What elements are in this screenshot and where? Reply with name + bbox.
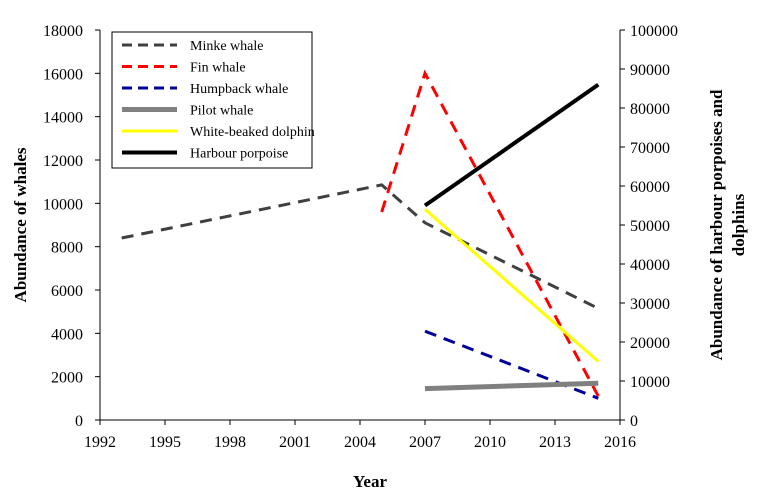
x-tick-label: 1992	[84, 434, 116, 451]
y-left-tick-label: 0	[75, 413, 83, 430]
x-tick-label: 2001	[279, 434, 311, 451]
y-left-tick-label: 14000	[43, 110, 83, 127]
y-right-tick-label: 90000	[630, 62, 670, 79]
y-left-tick-label: 16000	[43, 66, 83, 83]
legend-label-humpback-whale: Humpback whale	[190, 82, 288, 97]
x-axis-title: Year	[353, 472, 387, 491]
legend-box	[111, 31, 313, 169]
y-axis-right-title-line-2: dolphins	[729, 193, 748, 256]
axes-layer: 1992 1995 1998 2001 2004 2007 2010 2013 2016 0 200…	[43, 23, 678, 451]
legend-label-harbour-porpoise: Harbour porpoise	[190, 147, 288, 162]
y-left-tick-label: 10000	[43, 196, 83, 213]
y-left-tick-label: 12000	[43, 153, 83, 170]
y-left-tick-label: 18000	[43, 23, 83, 40]
legend-label-fin-whale: Fin whale	[190, 61, 246, 76]
y-right-tick-label: 80000	[630, 101, 670, 118]
series-line-pilot-whale	[424, 380, 599, 392]
series-line-white-beaked-dolphin	[424, 208, 600, 363]
y-right-tick-label: 40000	[630, 257, 670, 274]
x-tick-label: 2007	[409, 434, 441, 451]
legend: Minke whale Fin whale Humpback whale Pilot …	[111, 31, 315, 169]
series-line-humpback-whale	[424, 329, 599, 400]
series-line-fin-whale	[380, 69, 600, 397]
y-right-tick-label: 30000	[630, 296, 670, 313]
y-axis-right-title-line-1: Abundance of harbour porpoises and	[707, 89, 726, 360]
y-right-tick-label: 10000	[630, 374, 670, 391]
x-tick-label: 2013	[539, 434, 571, 451]
x-tick-label: 2010	[474, 434, 506, 451]
series-line-harbour-porpoise	[423, 82, 600, 208]
y-left-tick-label: 4000	[51, 326, 83, 343]
y-axis-left-title: Abundance of whales	[11, 147, 30, 302]
legend-label-minke-whale: Minke whale	[190, 39, 263, 54]
legend-label-white-beaked-dolphin: White-beaked dolphin	[190, 125, 315, 140]
y-right-tick-label: 50000	[630, 218, 670, 235]
x-tick-label: 1995	[149, 434, 181, 451]
x-tick-label: 1998	[214, 434, 246, 451]
y-left-tick-label: 2000	[51, 370, 83, 387]
y-right-tick-label: 20000	[630, 335, 670, 352]
y-left-tick-label: 8000	[51, 240, 83, 257]
y-right-tick-label: 60000	[630, 179, 670, 196]
y-right-tick-label: 0	[630, 413, 638, 430]
y-left-tick-label: 6000	[51, 283, 83, 300]
x-tick-label: 2016	[604, 434, 636, 451]
x-tick-label: 2004	[344, 434, 376, 451]
y-right-tick-label: 70000	[630, 140, 670, 157]
legend-label-pilot-whale: Pilot whale	[190, 104, 253, 119]
series-line-minke-whale	[121, 183, 599, 310]
y-right-tick-label: 100000	[630, 23, 678, 40]
series-layer	[121, 69, 600, 400]
